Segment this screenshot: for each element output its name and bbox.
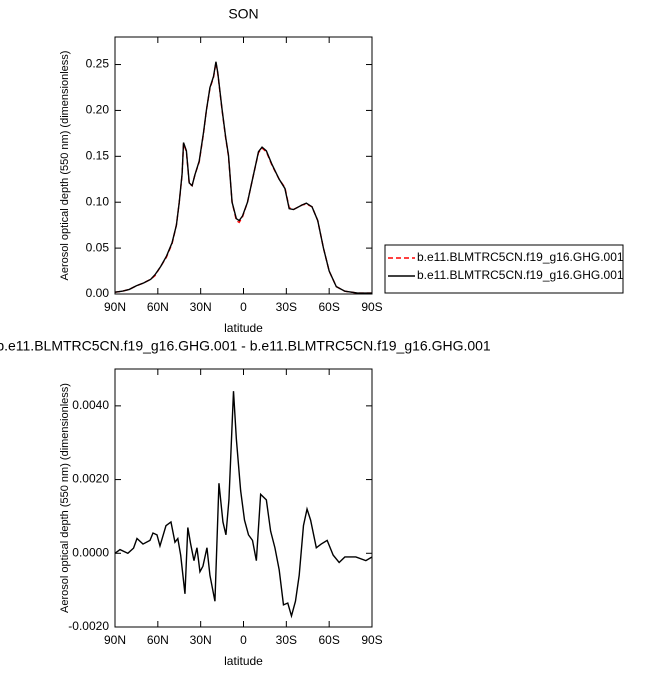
- x-tick-label: 0: [240, 300, 247, 314]
- y-tick-label: 0.05: [86, 240, 110, 254]
- x-tick-label: 90S: [361, 300, 382, 314]
- x-tick-label: 30N: [190, 633, 212, 647]
- x-tick-label: 90N: [104, 300, 126, 314]
- x-tick-label: 30S: [276, 633, 297, 647]
- y-axis-label: Aerosol optical depth (550 nm) (dimensio…: [59, 51, 71, 281]
- legend-box: [384, 244, 624, 294]
- data-line: [114, 61, 372, 294]
- legend-label: b.e11.BLMTRC5CN.f19_g16.GHG.001: [417, 250, 624, 264]
- data-line: [114, 391, 373, 619]
- x-axis-label: latitude: [224, 654, 263, 668]
- x-tick-label: 60N: [147, 633, 169, 647]
- y-tick-label: 0.0040: [72, 398, 109, 412]
- y-tick-label: 0.15: [86, 148, 110, 162]
- x-tick-label: 60S: [318, 633, 339, 647]
- y-tick-label: 0.0000: [72, 545, 109, 559]
- x-tick-label: 90S: [361, 633, 382, 647]
- chart-title: b.e11.BLMTRC5CN.f19_g16.GHG.001 - b.e11.…: [0, 338, 491, 354]
- y-tick-label: 0.0020: [72, 472, 109, 486]
- y-axis-label: Aerosol optical depth (550 nm) (dimensio…: [59, 383, 71, 613]
- legend-label: b.e11.BLMTRC5CN.f19_g16.GHG.001: [417, 268, 624, 282]
- x-tick-label: 30S: [276, 300, 297, 314]
- y-tick-label: 0.00: [86, 286, 110, 300]
- chart-title: SON: [228, 6, 258, 22]
- plot-frame: [114, 36, 373, 295]
- data-line: [114, 62, 372, 294]
- y-tick-label: 0.10: [86, 194, 110, 208]
- plot-frame: [114, 368, 373, 628]
- x-tick-label: 30N: [190, 300, 212, 314]
- x-tick-label: 0: [240, 633, 247, 647]
- y-tick-label: -0.0020: [68, 619, 109, 633]
- x-axis-label: latitude: [224, 321, 263, 335]
- y-tick-label: 0.20: [86, 103, 110, 117]
- x-tick-label: 60S: [318, 300, 339, 314]
- y-tick-label: 0.25: [86, 57, 110, 71]
- x-tick-label: 60N: [147, 300, 169, 314]
- x-tick-label: 90N: [104, 633, 126, 647]
